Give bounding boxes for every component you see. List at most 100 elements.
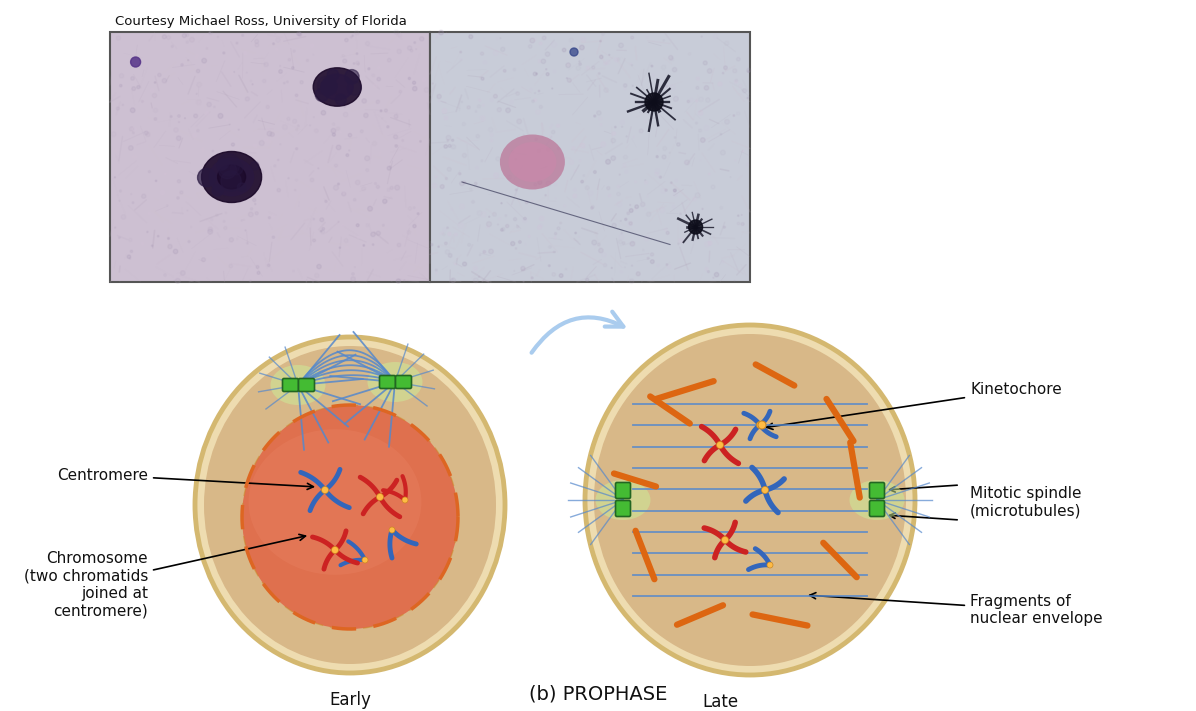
Circle shape	[469, 35, 472, 38]
Circle shape	[554, 251, 555, 253]
Circle shape	[611, 156, 616, 161]
Circle shape	[475, 111, 477, 112]
Circle shape	[591, 207, 593, 209]
Circle shape	[393, 156, 396, 159]
Circle shape	[695, 100, 697, 102]
Circle shape	[609, 194, 611, 197]
Circle shape	[141, 100, 144, 102]
Circle shape	[545, 181, 551, 186]
Circle shape	[208, 227, 213, 232]
Circle shape	[454, 263, 456, 265]
Circle shape	[529, 45, 532, 48]
Circle shape	[446, 135, 451, 140]
Circle shape	[264, 138, 268, 141]
Circle shape	[267, 127, 270, 131]
Circle shape	[575, 232, 576, 234]
Circle shape	[277, 159, 279, 161]
Circle shape	[209, 32, 210, 33]
Circle shape	[201, 147, 206, 151]
Circle shape	[533, 183, 537, 186]
Circle shape	[120, 85, 122, 87]
Circle shape	[158, 235, 159, 237]
Circle shape	[120, 190, 122, 192]
Circle shape	[354, 198, 356, 201]
Circle shape	[181, 64, 183, 66]
Circle shape	[758, 421, 765, 429]
Ellipse shape	[585, 325, 915, 675]
FancyBboxPatch shape	[110, 32, 431, 282]
Circle shape	[327, 50, 329, 52]
Circle shape	[395, 114, 398, 118]
Circle shape	[367, 206, 372, 211]
Circle shape	[205, 112, 209, 115]
Circle shape	[189, 37, 195, 42]
Circle shape	[414, 42, 415, 43]
Circle shape	[340, 132, 341, 133]
Circle shape	[476, 166, 478, 169]
Circle shape	[352, 35, 354, 36]
Circle shape	[335, 95, 346, 105]
Circle shape	[541, 59, 545, 63]
Circle shape	[539, 42, 542, 45]
Circle shape	[496, 38, 498, 40]
Circle shape	[481, 160, 483, 162]
Circle shape	[365, 156, 370, 161]
Circle shape	[300, 80, 304, 84]
Circle shape	[624, 218, 627, 220]
Circle shape	[260, 171, 263, 174]
Circle shape	[604, 87, 609, 92]
Circle shape	[706, 98, 710, 102]
Circle shape	[132, 87, 135, 90]
Circle shape	[538, 60, 541, 63]
Circle shape	[635, 205, 639, 208]
Circle shape	[501, 228, 505, 231]
Circle shape	[163, 35, 166, 39]
FancyBboxPatch shape	[869, 483, 885, 498]
Circle shape	[366, 65, 368, 68]
Circle shape	[132, 95, 134, 97]
Circle shape	[366, 41, 370, 46]
Circle shape	[517, 119, 521, 124]
Circle shape	[420, 37, 423, 41]
Circle shape	[445, 178, 447, 180]
Circle shape	[343, 191, 346, 193]
Circle shape	[703, 61, 707, 65]
Circle shape	[222, 52, 225, 54]
Circle shape	[177, 197, 179, 199]
Circle shape	[555, 232, 557, 235]
Circle shape	[580, 45, 585, 50]
Circle shape	[677, 143, 681, 146]
Circle shape	[238, 105, 239, 106]
Circle shape	[714, 272, 719, 277]
Circle shape	[582, 175, 585, 176]
Circle shape	[622, 242, 626, 245]
Circle shape	[515, 92, 519, 95]
Circle shape	[531, 277, 533, 279]
Circle shape	[463, 154, 466, 158]
Circle shape	[585, 186, 590, 190]
Circle shape	[173, 128, 178, 132]
Circle shape	[237, 166, 242, 170]
Ellipse shape	[849, 480, 904, 520]
Circle shape	[630, 242, 635, 246]
Circle shape	[210, 176, 213, 178]
Circle shape	[410, 50, 413, 52]
Circle shape	[720, 134, 721, 135]
Circle shape	[490, 134, 493, 137]
Circle shape	[116, 107, 120, 110]
Circle shape	[182, 185, 183, 186]
Circle shape	[218, 114, 222, 118]
Circle shape	[350, 277, 355, 282]
Circle shape	[377, 77, 380, 81]
Circle shape	[660, 208, 665, 213]
Circle shape	[209, 31, 213, 35]
Circle shape	[535, 175, 537, 177]
Circle shape	[193, 134, 196, 138]
Circle shape	[358, 236, 360, 239]
Circle shape	[154, 82, 155, 83]
Circle shape	[276, 48, 277, 50]
Circle shape	[604, 62, 606, 65]
Circle shape	[167, 237, 170, 240]
Circle shape	[335, 164, 337, 167]
Circle shape	[167, 245, 172, 249]
